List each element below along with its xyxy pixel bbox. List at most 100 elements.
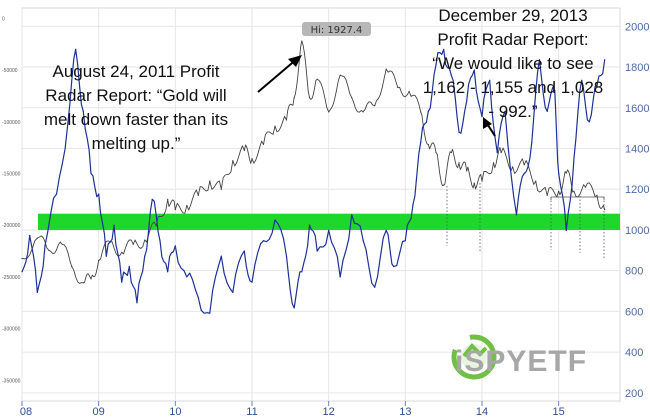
data-point [285,119,288,121]
data-point [128,265,130,268]
data-point [427,110,429,113]
data-point [512,166,514,168]
data-point [385,68,387,70]
x-tick-label: 13 [399,406,411,418]
x-tick-label: 12 [323,406,335,418]
data-point [144,239,146,241]
right-annotation-line-2: Profit Radar Report: [437,30,588,49]
data-point [75,48,77,50]
arrow-to-december-icon [483,117,496,137]
data-point [558,172,560,175]
right-annotation-line-5: - 992.” [488,102,537,121]
data-point [404,240,406,242]
y-left-tick-label: 0 [2,16,5,22]
y-left-tick-label: -100000 [2,120,21,126]
data-point [535,180,537,182]
data-point [90,172,92,175]
data-point [581,79,583,81]
y-left-tick-label: -300000 [2,327,21,333]
y-left-tick-label: -200000 [2,223,21,229]
data-point [197,194,199,196]
data-point [443,48,445,50]
data-point [308,96,311,99]
data-point [243,250,245,252]
data-point [523,172,525,175]
data-point [458,162,460,164]
data-point [301,40,303,42]
data-point [408,90,410,93]
data-point [48,249,50,251]
logo-text: iSPYETF [455,345,587,378]
data-point [546,194,548,196]
data-point [515,214,518,216]
data-point [500,151,502,154]
data-point [220,188,222,190]
y-right-tick-label: 800 [625,266,643,278]
data-point [159,240,161,242]
data-point [339,276,341,278]
y-left-tick-label: -150000 [2,171,21,177]
data-point [71,266,73,268]
data-point [251,158,253,160]
data-point [262,240,265,242]
data-point [546,110,548,113]
data-point [362,240,364,242]
data-point [573,157,575,159]
x-tick-label: 08 [20,406,32,418]
data-point [538,59,541,61]
data-point [113,224,115,226]
data-point [262,143,265,146]
high-label-box [302,22,371,36]
data-point [531,141,533,144]
data-point [220,255,222,257]
series-layer [21,40,606,314]
series-line-cot-net-position [21,48,606,314]
data-point [293,307,295,309]
data-point [588,121,590,123]
data-point [44,245,46,247]
data-point [82,110,84,113]
data-point [232,160,234,162]
data-point [174,245,176,247]
data-point [450,74,452,76]
data-point [121,281,123,283]
data-point [144,255,146,257]
data-point [59,241,61,243]
data-point [82,282,84,284]
data-point [458,131,460,133]
x-tick-label: 09 [93,406,105,418]
data-point [174,208,176,211]
data-point [186,276,188,278]
x-tick-label: 11 [246,406,257,418]
data-point [209,180,211,182]
data-point [481,115,483,118]
data-point [435,64,437,66]
data-point [98,259,100,262]
high-label: Hi: 1927.4 [311,25,363,36]
data-point [36,291,38,294]
data-point [316,78,318,80]
data-point [301,271,303,273]
data-point [285,255,288,257]
data-point [362,111,364,113]
data-point [339,74,341,76]
data-point [132,243,134,245]
y-right-tick-label: 1000 [625,225,649,237]
data-point [596,194,598,196]
data-point [209,312,211,314]
arrow-to-high-icon [257,55,302,93]
data-point [136,302,138,304]
y-right-tick-label: 1800 [625,62,649,74]
y-left-tick-label: -350000 [2,378,21,384]
data-point [393,265,395,268]
support-zone-band [38,213,620,230]
data-point [450,151,452,154]
data-point [251,281,253,283]
data-point [443,184,445,186]
y-right-tick-label: 1400 [625,144,649,156]
data-point [105,255,107,257]
data-point [420,141,422,144]
data-point [374,286,376,288]
